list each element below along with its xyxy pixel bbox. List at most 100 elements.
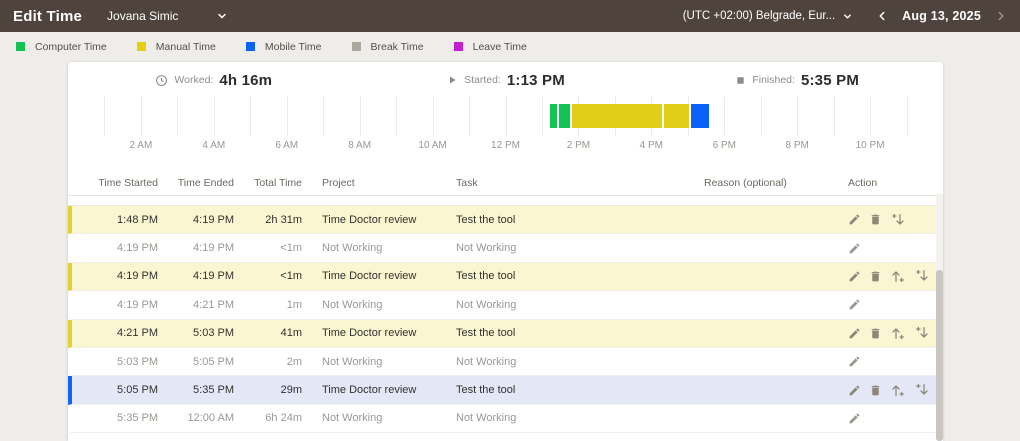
cell-time-ended: 4:19 PM [193,270,234,283]
delete-icon[interactable] [869,270,882,283]
cell-project: Time Doctor review [322,327,417,340]
table-row: 5:35 PM 12:00 AM 6h 24m Not Working Not … [68,404,943,434]
delete-icon[interactable] [869,384,882,397]
cell-time-started: 5:05 PM [117,384,158,397]
cell-total-time: 2m [286,355,302,368]
table-scrollbar[interactable] [936,193,943,441]
cell-project: Time Doctor review [322,384,417,397]
delete-icon[interactable] [869,327,882,340]
merge-down-icon[interactable] [914,382,930,398]
header-project: Project [322,176,355,189]
cell-total-time: <1m [280,242,302,255]
cell-time-ended: 12:00 AM [187,412,234,425]
header-task: Task [456,176,478,189]
play-icon [446,74,458,86]
legend-label: Computer Time [35,40,107,53]
timeline-gridline [104,96,106,136]
cell-time-started: 1:48 PM [117,213,158,226]
finished-value: 5:35 PM [800,71,860,89]
timeline-gridline [140,96,142,136]
chevron-down-icon [216,10,228,22]
edit-icon[interactable] [848,412,861,425]
cell-project: Not Working [322,355,383,368]
chevron-down-icon [842,11,853,22]
cell-time-started: 4:19 PM [117,242,158,255]
merge-up-icon[interactable] [890,382,906,398]
page-title: Edit Time [13,7,83,25]
cell-time-ended: 5:03 PM [193,327,234,340]
timeline-hour-label: 12 PM [491,140,520,151]
cell-total-time: 41m [280,327,302,340]
merge-down-icon[interactable] [890,212,906,228]
legend-swatch-icon [136,42,146,51]
cell-task: Not Working [456,355,517,368]
timeline-gridline [724,96,726,136]
edit-icon[interactable] [848,270,861,283]
cell-actions [846,355,943,368]
header-time-ended: Time Ended [177,176,234,189]
legend-swatch-icon [245,42,255,51]
edit-icon[interactable] [848,355,861,368]
timeline-gridline [213,96,215,136]
delete-icon[interactable] [869,213,882,226]
next-day-button[interactable] [994,9,1008,23]
timeline-segment-manual [571,104,663,128]
cell-time-started: 4:19 PM [117,298,158,311]
cell-time-ended: 5:05 PM [193,355,234,368]
edit-icon[interactable] [848,327,861,340]
cell-actions [846,268,943,284]
scrollbar-thumb[interactable] [936,270,943,441]
table-row: 4:19 PM 4:21 PM 1m Not Working Not Worki… [68,291,943,320]
chevron-left-icon [875,9,889,23]
table-header: Time Started Time Ended Total Time Proje… [68,170,943,196]
table-row: 4:19 PM 4:19 PM <1m Time Doctor review T… [68,262,943,292]
cell-time-ended: 4:19 PM [193,213,234,226]
merge-down-icon[interactable] [914,325,930,341]
cell-actions [846,212,943,228]
merge-down-icon[interactable] [914,268,930,284]
edit-icon[interactable] [848,384,861,397]
merge-up-icon[interactable] [890,325,906,341]
cell-time-started: 4:21 PM [117,327,158,340]
cell-task: Test the tool [456,327,516,340]
cell-task: Not Working [456,298,517,311]
legend-swatch-icon [16,42,25,51]
stop-icon [735,75,746,86]
cell-time-started: 5:35 PM [117,412,158,425]
user-selector[interactable]: Jovana Simic [107,9,228,23]
timeline-segment-mobile [691,104,709,128]
timeline-gridline [541,96,543,136]
edit-icon[interactable] [848,298,861,311]
topbar: Edit Time Jovana Simic (UTC +02:00) Belg… [0,0,1020,32]
legend-swatch-icon [453,42,463,51]
cell-time-ended: 4:19 PM [193,242,234,255]
legend-label: Leave Time [472,40,527,53]
cell-project: Not Working [322,412,383,425]
cell-actions [846,298,943,311]
timeline-hour-labels: 2 AM 4 AM 6 AM 8 AM 10 AM 12 PM 2 PM 4 PM 6 PM 8 … [68,140,943,153]
cell-total-time: 29m [280,384,302,397]
edit-icon[interactable] [848,242,861,255]
table-body: 1:48 PM 4:19 PM 2h 31m Time Doctor revie… [68,205,943,434]
timeline-gridline [833,96,835,136]
cell-actions [846,242,943,255]
timeline-gridline [323,96,325,136]
timezone-selector[interactable]: (UTC +02:00) Belgrade, Eur... [683,10,853,22]
cell-time-started: 5:03 PM [117,355,158,368]
prev-day-button[interactable] [875,9,889,23]
edit-icon[interactable] [848,213,861,226]
table-row: 4:21 PM 5:03 PM 41m Time Doctor review T… [68,319,943,348]
cell-task: Not Working [456,242,517,255]
edit-time-card: Worked: 4h 16m Started: 1:13 PM Finished… [68,62,943,441]
timeline-grid [68,96,943,136]
started-label: Started: [464,74,501,86]
timeline-gridline [359,96,361,136]
timeline-gridline [906,96,908,136]
timeline-gridline [505,96,507,136]
timeline-hour-label: 4 AM [202,140,226,151]
cell-actions [846,382,943,398]
timeline-gridline [250,96,252,136]
timeline-gridline [432,96,434,136]
merge-up-icon[interactable] [890,268,906,284]
legend-label: Mobile Time [264,40,322,53]
